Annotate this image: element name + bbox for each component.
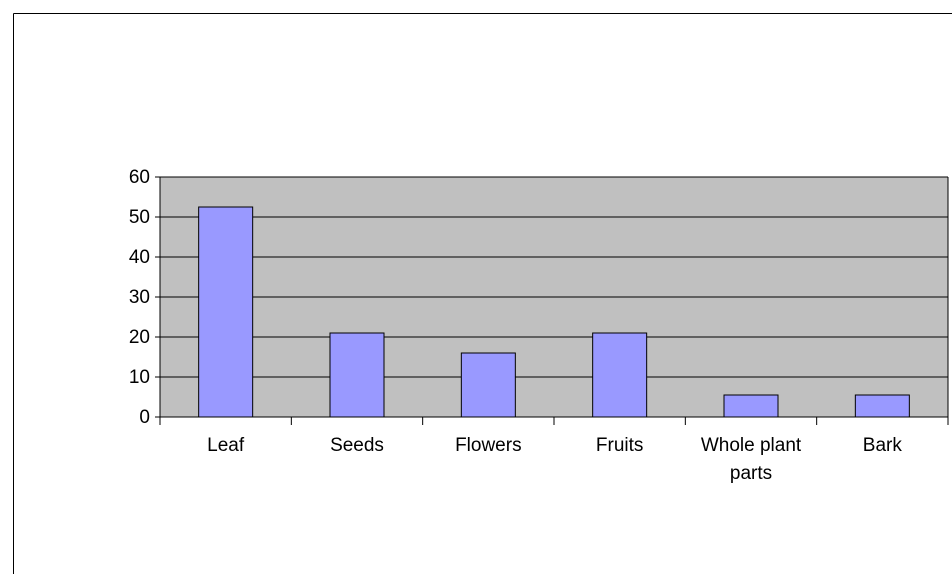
bar: [460, 352, 516, 418]
y-tick-label: 50: [129, 207, 150, 228]
x-tick-label: Fruits: [595, 435, 644, 456]
bar: [329, 332, 385, 418]
x-tick-label: Bark: [862, 435, 902, 456]
x-tick-label: Leaf: [207, 435, 245, 456]
y-tick-label: 10: [129, 367, 150, 388]
y-tick-label: 20: [129, 327, 150, 348]
bar: [854, 394, 910, 418]
y-tick-label: 40: [129, 247, 150, 268]
y-tick-label: 60: [129, 167, 150, 188]
y-tick-label: 30: [129, 287, 150, 308]
x-tick-label: Seeds: [330, 435, 384, 456]
bar: [723, 394, 779, 418]
bar: [592, 332, 648, 418]
x-tick-label: Flowers: [455, 435, 522, 456]
x-tick-label: Whole plant parts: [700, 435, 802, 484]
y-tick-label: 0: [139, 407, 150, 428]
bar: [198, 206, 254, 418]
